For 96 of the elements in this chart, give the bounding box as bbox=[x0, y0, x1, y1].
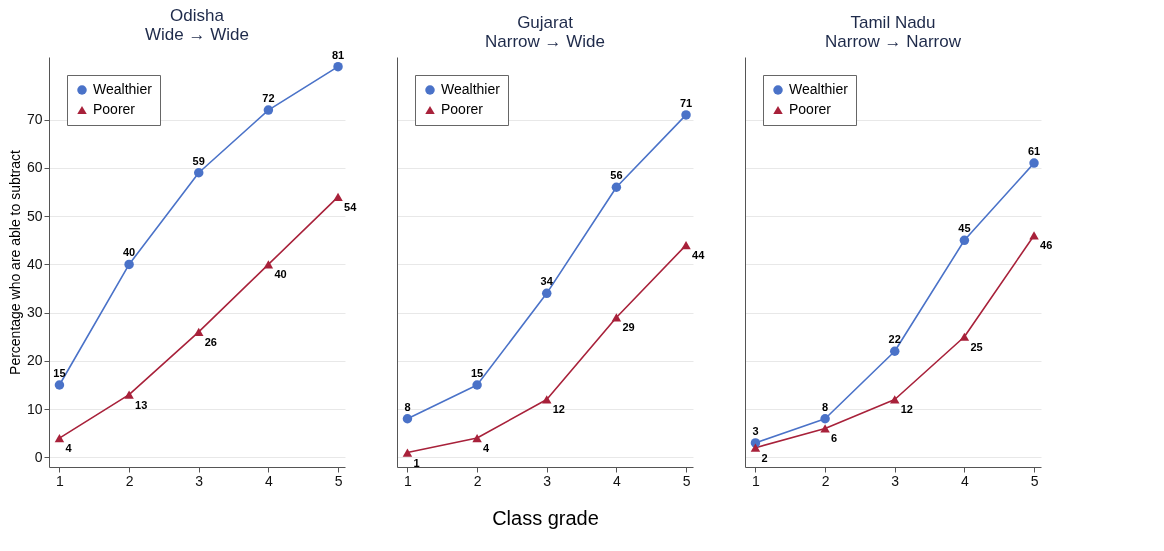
chart-title: Tamil Nadu bbox=[850, 13, 936, 32]
point bbox=[1029, 158, 1039, 168]
data-label: 29 bbox=[622, 321, 635, 334]
data-label: 15 bbox=[53, 367, 66, 379]
data-label: 56 bbox=[610, 169, 623, 182]
data-label: 72 bbox=[262, 92, 275, 105]
point bbox=[542, 395, 552, 404]
point bbox=[472, 433, 482, 443]
x-tick-label: 4 bbox=[960, 472, 969, 489]
data-label: 12 bbox=[552, 403, 565, 416]
data-label: 8 bbox=[404, 400, 411, 413]
point bbox=[263, 105, 274, 115]
point bbox=[402, 448, 413, 457]
point bbox=[124, 390, 134, 399]
data-label: 40 bbox=[274, 268, 287, 281]
chart-subtitle: Wide → Wide bbox=[145, 24, 249, 44]
point bbox=[611, 313, 622, 322]
data-label: 46 bbox=[1040, 239, 1053, 252]
legend-label: Wealthier bbox=[93, 81, 153, 97]
y-tick-label: 50 bbox=[26, 207, 43, 224]
data-label: 71 bbox=[679, 96, 693, 109]
point bbox=[542, 288, 552, 299]
chart-subtitle: Narrow → Narrow bbox=[824, 32, 962, 51]
y-tick-label: 60 bbox=[26, 159, 43, 176]
data-label: 45 bbox=[958, 222, 971, 235]
y-axis-title: Percentage who are able to subtract bbox=[6, 149, 23, 375]
point bbox=[820, 424, 830, 433]
data-label: 40 bbox=[122, 246, 136, 259]
data-label: 13 bbox=[135, 398, 148, 411]
x-tick-label: 5 bbox=[334, 472, 343, 489]
data-label: 44 bbox=[692, 249, 706, 262]
data-label: 54 bbox=[344, 200, 358, 213]
point bbox=[820, 414, 830, 424]
chart-title: Gujarat bbox=[517, 13, 574, 32]
x-tick-label: 1 bbox=[56, 472, 65, 489]
point bbox=[959, 332, 970, 341]
point bbox=[402, 414, 413, 424]
data-label: 59 bbox=[192, 154, 205, 167]
point bbox=[611, 182, 622, 192]
data-label: 34 bbox=[540, 275, 554, 288]
data-label: 1 bbox=[413, 456, 420, 469]
point bbox=[890, 346, 900, 356]
y-tick-label: 20 bbox=[26, 352, 43, 369]
point bbox=[124, 259, 134, 270]
data-label: 15 bbox=[470, 367, 484, 379]
x-tick-label: 5 bbox=[682, 472, 691, 489]
data-label: 2 bbox=[761, 451, 768, 464]
x-tick-label: 1 bbox=[752, 472, 761, 489]
x-axis-title: Class grade bbox=[492, 506, 599, 529]
legend-label: Poorer bbox=[93, 101, 136, 117]
x-tick-label: 3 bbox=[195, 472, 204, 489]
point bbox=[681, 241, 691, 250]
x-tick-label: 4 bbox=[264, 472, 273, 489]
point bbox=[1029, 231, 1039, 240]
point bbox=[194, 327, 204, 337]
data-label: 4 bbox=[483, 442, 491, 455]
x-tick-label: 4 bbox=[612, 472, 621, 489]
legend-label: Poorer bbox=[789, 101, 832, 117]
point bbox=[333, 61, 343, 72]
x-tick-label: 3 bbox=[891, 472, 900, 489]
x-tick-label: 3 bbox=[543, 472, 552, 489]
data-label: 25 bbox=[970, 340, 983, 353]
y-tick-label: 10 bbox=[26, 400, 43, 417]
data-label: 81 bbox=[331, 48, 345, 61]
point bbox=[333, 192, 343, 201]
point bbox=[890, 395, 900, 404]
x-tick-label: 5 bbox=[1030, 472, 1039, 489]
point bbox=[959, 235, 970, 246]
chart-subtitle: Narrow → Wide bbox=[485, 32, 605, 51]
data-label: 6 bbox=[831, 432, 838, 445]
point bbox=[54, 380, 65, 390]
y-tick-label: 70 bbox=[26, 111, 43, 128]
point bbox=[263, 260, 274, 269]
data-label: 26 bbox=[204, 335, 217, 348]
point bbox=[194, 168, 204, 178]
y-tick-label: 0 bbox=[34, 448, 43, 465]
legend-label: Wealthier bbox=[441, 81, 501, 97]
data-label: 8 bbox=[822, 400, 829, 413]
chart-title: Odisha bbox=[170, 5, 225, 25]
x-tick-label: 1 bbox=[404, 472, 413, 489]
y-tick-label: 40 bbox=[26, 255, 43, 272]
point bbox=[472, 380, 482, 390]
legend-label: Poorer bbox=[441, 101, 484, 117]
data-label: 3 bbox=[752, 424, 759, 437]
point bbox=[750, 443, 761, 452]
data-label: 61 bbox=[1027, 145, 1041, 158]
point bbox=[681, 110, 691, 120]
data-label: 22 bbox=[888, 333, 901, 346]
x-tick-label: 2 bbox=[125, 472, 134, 489]
legend-label: Wealthier bbox=[789, 81, 849, 97]
x-tick-label: 2 bbox=[473, 472, 482, 489]
y-tick-label: 30 bbox=[26, 304, 43, 321]
data-label: 4 bbox=[65, 442, 73, 455]
data-label: 12 bbox=[900, 403, 913, 416]
x-tick-label: 2 bbox=[821, 472, 830, 489]
point bbox=[54, 433, 65, 443]
